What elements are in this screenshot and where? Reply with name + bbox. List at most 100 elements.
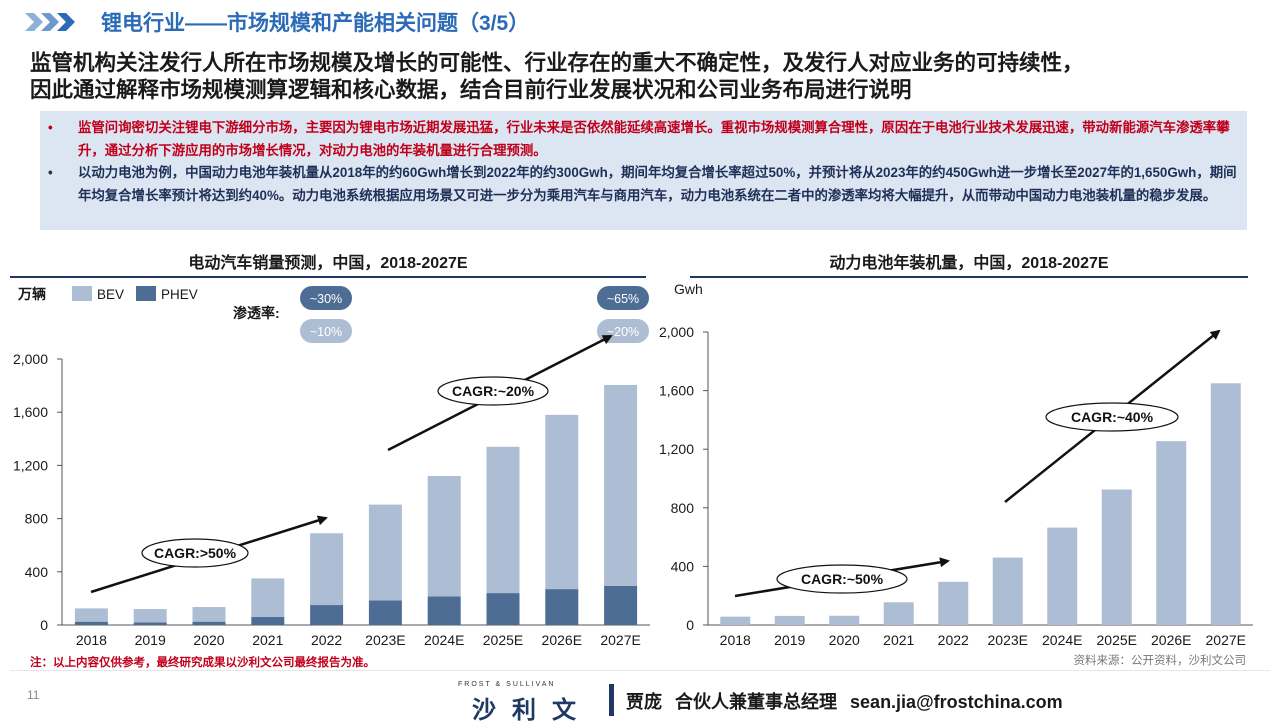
penetration-pill-first-bottom-bg	[300, 319, 352, 343]
bar-value-2026E	[1156, 441, 1187, 625]
bar-value-2023E	[992, 557, 1023, 625]
legend-swatch-phev	[136, 286, 156, 301]
bar-phev-2021	[251, 617, 285, 625]
ev-sales-chart: 0 400 800 1,200 1,600 2,000 万辆 2018 2019 2020 202…	[13, 286, 650, 648]
y-tick-label: 1,200	[13, 457, 48, 473]
chart-title-rule	[10, 276, 646, 278]
footer-divider	[10, 670, 1270, 671]
x-tick-label: 2018	[720, 632, 751, 648]
note-bullet-2: • 以动力电池为例，中国动力电池年装机量从2018年的约60Gwh增长到2022…	[48, 162, 1238, 207]
penetration-pill-last-bottom: ~20%	[607, 325, 639, 339]
y-tick-label: 800	[671, 500, 695, 516]
x-tick-label: 2023E	[365, 632, 405, 648]
x-tick-label: 2019	[774, 632, 805, 648]
cagr-label-1: CAGR:>50%	[154, 545, 237, 561]
bar-phev-2018	[74, 621, 108, 625]
source-note: 资料来源：公开资料，沙利文公司	[1073, 655, 1247, 667]
footnote: 注：以上内容仅供参考，最终研究成果以沙利文公司最终报告为准。	[30, 657, 375, 669]
bar-bev-2019	[133, 609, 167, 623]
legend-label-phev: PHEV	[161, 287, 198, 302]
bar-value-2022	[938, 581, 969, 625]
cagr-label-2: CAGR:~20%	[452, 383, 535, 399]
chart-title-ev-sales: 电动汽车销量预测，中国，2018-2027E	[188, 255, 468, 272]
y-tick-label: 1,600	[13, 404, 48, 420]
bar-bev-2026E	[545, 414, 579, 590]
x-tick-label: 2022	[938, 632, 969, 648]
brand-logo: 沙利文	[472, 695, 592, 724]
contact-name: 贾庞	[626, 692, 662, 712]
page-title: 锂电行业——市场规模和产能相关问题（3/5）	[101, 12, 530, 35]
bar-value-2021	[883, 602, 914, 625]
penetration-label: 渗透率:	[233, 305, 280, 321]
x-tick-label: 2019	[135, 632, 166, 648]
bar-value-2019	[774, 615, 805, 625]
bullet-dot: •	[48, 120, 53, 135]
x-tick-label: 2018	[76, 632, 107, 648]
y-axis-unit-label: 万辆	[17, 286, 46, 302]
bar-phev-2022	[310, 605, 344, 625]
y-tick-label: 1,600	[659, 383, 694, 399]
chart-title-battery: 动力电池年装机量，中国，2018-2027E	[829, 255, 1109, 272]
bar-bev-2020	[192, 607, 226, 622]
y-tick-label: 800	[25, 511, 49, 527]
legend-swatch-bev	[72, 286, 92, 301]
contact-title: 合伙人兼董事总经理	[675, 692, 838, 712]
y-tick-label: 2,000	[13, 351, 48, 367]
y-axis-unit-label: Gwh	[674, 281, 703, 297]
page-number: 11	[27, 688, 40, 702]
footer-accent-bar	[609, 684, 614, 716]
penetration-pill-first-top-bg	[300, 286, 352, 310]
bar-bev-2018	[74, 608, 108, 622]
bar-phev-2019	[133, 622, 167, 625]
penetration-pill-last-top-bg	[597, 286, 649, 310]
cagr-label-1-ellipse	[776, 564, 908, 594]
battery-install-chart: 0 400 800 1,200 1,600 2,000 Gwh 2018 2019 2020 20…	[659, 281, 1253, 648]
y-tick-label: 2,000	[659, 324, 694, 340]
contact-email[interactable]: sean.jia@frostchina.com	[850, 692, 1063, 712]
penetration-pill-first-top: ~30%	[310, 292, 342, 306]
legend-label-bev: BEV	[97, 287, 124, 302]
x-tick-label: 2021	[883, 632, 914, 648]
x-tick-label: 2025E	[1097, 632, 1137, 648]
penetration-pill-last-top: ~65%	[607, 292, 639, 306]
bullet-dot: •	[48, 165, 53, 180]
note-text-1: 监管问询密切关注锂电下游细分市场，主要因为锂电市场近期发展迅猛，行业未来是否依然…	[78, 120, 1230, 158]
bar-bev-2022	[310, 533, 344, 606]
bar-bev-2021	[251, 578, 285, 618]
title-row: 锂电行业——市场规模和产能相关问题（3/5）	[25, 8, 529, 36]
cagr-label-2: CAGR:~40%	[1071, 409, 1154, 425]
bar-value-2027E	[1210, 383, 1241, 625]
cagr-label-2-ellipse	[1045, 402, 1179, 432]
bar-phev-2027E	[604, 585, 638, 625]
x-tick-label: 2023E	[988, 632, 1028, 648]
chevron-right-icon	[25, 13, 75, 31]
note-text-2: 以动力电池为例，中国动力电池年装机量从2018年的约60Gwh增长到2022年的…	[78, 165, 1237, 203]
x-tick-label: 2022	[311, 632, 342, 648]
penetration-pill-first-bottom: ~10%	[310, 325, 342, 339]
note-bullet-1: • 监管问询密切关注锂电下游细分市场，主要因为锂电市场近期发展迅猛，行业未来是否…	[48, 117, 1238, 162]
y-tick-label: 0	[686, 617, 694, 633]
x-tick-label: 2024E	[1042, 632, 1082, 648]
x-tick-label: 2027E	[600, 632, 640, 648]
chart-title-rule	[690, 276, 1248, 278]
bar-value-2020	[829, 615, 860, 625]
y-tick-label: 1,200	[659, 441, 694, 457]
subtitle-line-2: 因此通过解释市场规模测算逻辑和核心数据，结合目前行业发展状况和公司业务布局进行说…	[30, 78, 912, 102]
y-tick-label: 0	[40, 617, 48, 633]
bar-bev-2027E	[604, 384, 638, 586]
bar-phev-2020	[192, 621, 226, 625]
x-tick-label: 2026E	[542, 632, 582, 648]
x-tick-label: 2021	[252, 632, 283, 648]
x-tick-label: 2020	[829, 632, 860, 648]
cagr-label-1: CAGR:~50%	[801, 571, 884, 587]
bar-value-2024E	[1047, 527, 1078, 625]
x-tick-label: 2020	[193, 632, 224, 648]
brand-english: FROST & SULLIVAN	[458, 681, 556, 688]
cagr-label-1-ellipse	[141, 538, 249, 568]
notes-box: • 监管问询密切关注锂电下游细分市场，主要因为锂电市场近期发展迅猛，行业未来是否…	[40, 111, 1247, 230]
bar-value-2018	[720, 616, 751, 625]
bar-bev-2025E	[486, 446, 520, 594]
bar-value-2025E	[1101, 489, 1132, 625]
bar-bev-2023E	[368, 504, 402, 601]
x-tick-label: 2026E	[1151, 632, 1191, 648]
